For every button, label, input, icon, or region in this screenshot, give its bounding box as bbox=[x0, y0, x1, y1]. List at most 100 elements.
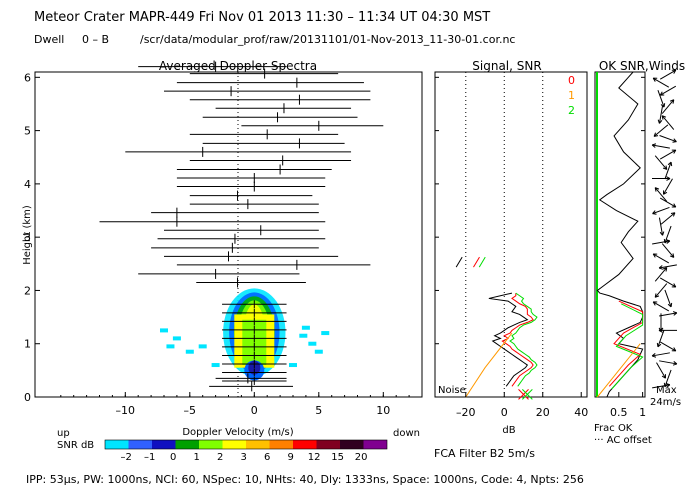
wind-head-b-23 bbox=[673, 203, 677, 208]
colorbar-tick-4: 2 bbox=[217, 452, 223, 463]
wind-head-b-30 bbox=[651, 144, 656, 148]
wind-head-a-3 bbox=[672, 363, 678, 366]
colorbar-swatch-0 bbox=[105, 440, 129, 449]
wind-arrow-22 bbox=[652, 206, 670, 215]
wind-head-a-15 bbox=[658, 265, 663, 269]
wind-head-b-13 bbox=[673, 283, 677, 288]
signal-xtick-label-1: 0 bbox=[501, 406, 508, 419]
contour-speck-7 bbox=[211, 363, 220, 368]
wind-head-b-1 bbox=[664, 383, 669, 388]
colorbar-tick-9: 15 bbox=[331, 452, 344, 463]
wind-head-a-39 bbox=[673, 69, 677, 74]
wind-head-a-6 bbox=[656, 342, 659, 347]
wind-arrow-25 bbox=[663, 178, 673, 195]
ac-offset-label: ··· AC offset bbox=[594, 435, 652, 446]
wind-head-a-28 bbox=[662, 167, 667, 170]
wind-head-a-26 bbox=[666, 178, 671, 181]
contour-speck-1 bbox=[172, 336, 181, 341]
wind-head-b-33 bbox=[661, 115, 664, 120]
spectra-xtick-label-0: –10 bbox=[116, 404, 136, 417]
wind-head-a-31 bbox=[672, 141, 677, 143]
wind-scale-label: Max bbox=[656, 385, 677, 396]
spectra-xlabel: Doppler Velocity (m/s) bbox=[182, 427, 293, 438]
upper-mark-2 bbox=[478, 256, 486, 268]
wind-head-a-9 bbox=[673, 312, 678, 316]
wind-head-b-25 bbox=[663, 191, 668, 195]
colorbar-swatch-2 bbox=[152, 440, 176, 449]
noise-label: Noise bbox=[438, 385, 466, 396]
wind-head-b-35 bbox=[669, 99, 674, 102]
signal-frame bbox=[434, 71, 588, 398]
colorbar-tick-6: 6 bbox=[264, 452, 270, 463]
wind-head-a-22 bbox=[652, 210, 656, 214]
wind-arrow-17 bbox=[661, 243, 675, 258]
colorbar-tick-5: 3 bbox=[240, 452, 246, 463]
noise-line bbox=[465, 332, 513, 398]
colorbar-tick-1: –1 bbox=[144, 452, 155, 463]
colorbar-swatch-9 bbox=[316, 440, 340, 449]
wind-head-b-0 bbox=[665, 383, 671, 386]
upper-mark-1 bbox=[473, 256, 480, 268]
signal-series-red bbox=[501, 293, 534, 387]
wind-arrow-34 bbox=[658, 105, 664, 124]
wind-arrow-23 bbox=[659, 197, 677, 208]
wind-head-a-27 bbox=[670, 162, 673, 167]
wind-head-a-19 bbox=[663, 238, 666, 244]
signal-series-green bbox=[509, 292, 538, 387]
wind-head-a-4 bbox=[651, 353, 656, 357]
spectra-xtick-label-2: 0 bbox=[251, 404, 258, 417]
wind-arrow-3 bbox=[659, 360, 677, 365]
wind-head-b-17 bbox=[672, 253, 675, 258]
signal-series-black bbox=[488, 292, 529, 387]
wind-arrow-39 bbox=[659, 69, 677, 80]
colorbar-swatch-11 bbox=[363, 440, 387, 449]
spectra-gates bbox=[99, 61, 384, 392]
wind-head-b-27 bbox=[667, 161, 672, 166]
wind-head-a-14 bbox=[665, 267, 668, 272]
wind-arrow-37 bbox=[659, 85, 677, 96]
contour-speck-6 bbox=[314, 349, 323, 354]
wind-arrow-28 bbox=[654, 155, 668, 170]
wind-head-b-14 bbox=[662, 267, 667, 270]
fracok-orange-line bbox=[596, 343, 641, 398]
wind-head-a-17 bbox=[669, 255, 674, 258]
wind-arrow-21 bbox=[660, 212, 676, 225]
wind-arrow-6 bbox=[657, 329, 665, 348]
wind-arrow-11 bbox=[664, 289, 672, 308]
wind-head-a-0 bbox=[666, 384, 671, 388]
spectra-ytick-label-5: 5 bbox=[24, 125, 31, 138]
wind-arrow-16 bbox=[652, 253, 670, 264]
wind-arrow-9 bbox=[659, 312, 677, 317]
spectra-xtick-label-4: 10 bbox=[376, 404, 390, 417]
wind-head-a-24 bbox=[655, 187, 660, 190]
contour-speck-3 bbox=[185, 349, 194, 354]
contour-speck-11 bbox=[321, 331, 330, 336]
contour-speck-0 bbox=[160, 328, 168, 333]
wind-head-a-12 bbox=[654, 293, 657, 298]
spectra-ytick-label-3: 3 bbox=[24, 231, 31, 244]
wind-head-b-20 bbox=[662, 231, 665, 236]
signal-ticks: –20 0 20 40 bbox=[435, 76, 588, 419]
wind-head-a-30 bbox=[651, 143, 657, 146]
wind-head-a-18 bbox=[666, 240, 671, 244]
wind-head-b-3 bbox=[673, 361, 678, 365]
wind-head-a-34 bbox=[657, 119, 660, 124]
wind-head-a-21 bbox=[672, 212, 676, 217]
spectra-ytick-label-6: 6 bbox=[24, 71, 31, 84]
colorbar-swatch-8 bbox=[293, 440, 317, 449]
dwell-label: Dwell bbox=[34, 33, 65, 46]
legend-0: 0 bbox=[568, 74, 575, 87]
wind-head-b-34 bbox=[659, 120, 663, 124]
signal-lines bbox=[455, 72, 544, 400]
wind-arrow-15 bbox=[659, 264, 677, 269]
contour-speck-9 bbox=[198, 344, 207, 349]
spectra-ylabel: Height (km) bbox=[22, 205, 33, 265]
fracok-xlabel: Frac OK bbox=[594, 423, 633, 434]
file-path: /scr/data/modular_prof/raw/20131101/01-N… bbox=[140, 33, 516, 46]
wind-arrow-2 bbox=[656, 362, 666, 379]
colorbar-label: SNR dB bbox=[57, 440, 94, 451]
wind-arrow-12 bbox=[654, 283, 668, 298]
wind-arrow-14 bbox=[654, 267, 668, 282]
wind-arrow-13 bbox=[659, 277, 677, 288]
